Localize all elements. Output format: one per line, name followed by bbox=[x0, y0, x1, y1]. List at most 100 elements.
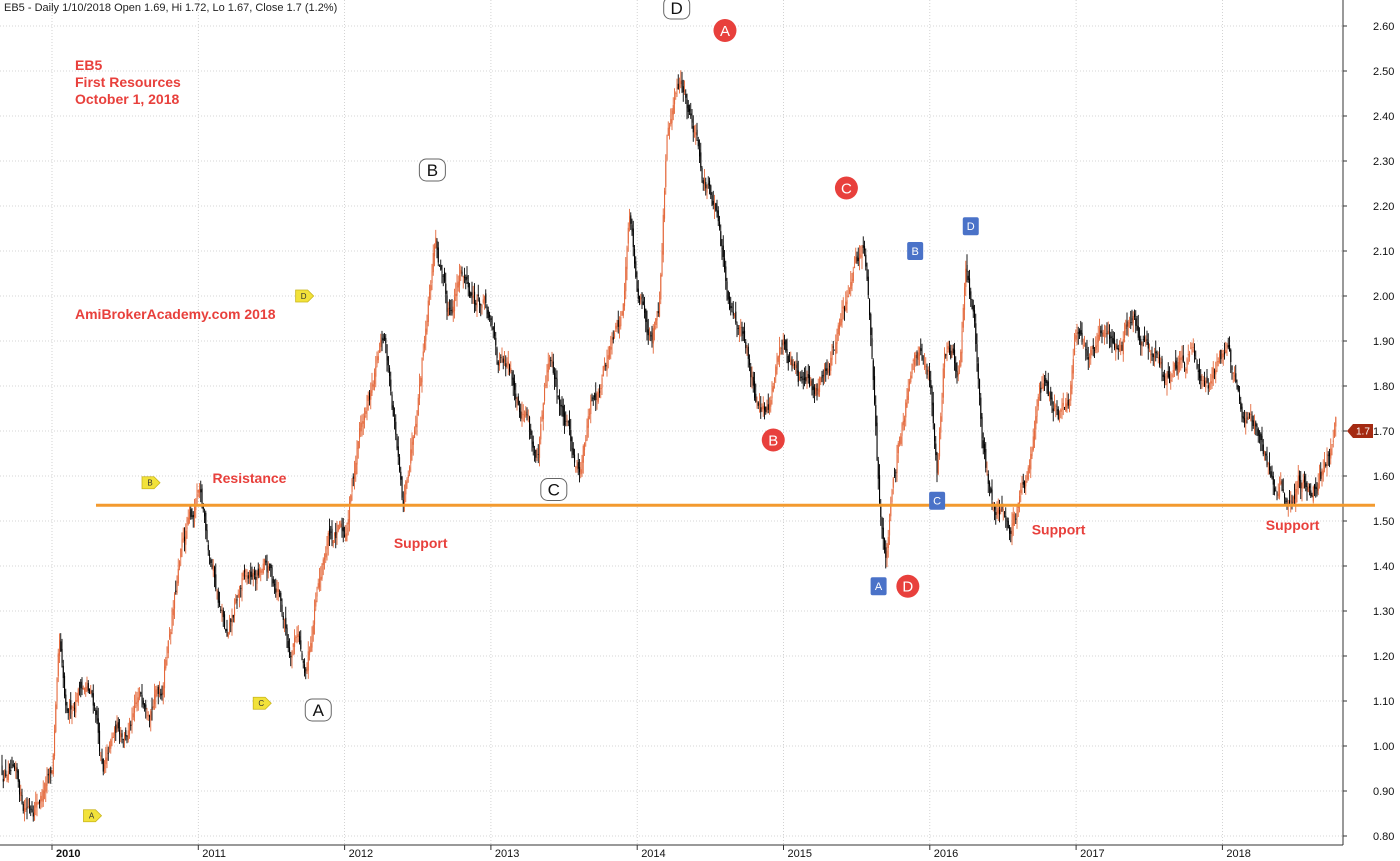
candle-body bbox=[106, 749, 108, 761]
marker-shape bbox=[295, 289, 315, 303]
candle-body bbox=[737, 327, 739, 330]
candle-body bbox=[991, 489, 993, 500]
candle-body bbox=[546, 370, 548, 388]
candle-body bbox=[939, 432, 941, 457]
candle-body bbox=[1300, 480, 1302, 489]
candle-body bbox=[766, 407, 768, 413]
candle-body bbox=[640, 297, 642, 300]
candle-body bbox=[899, 439, 901, 444]
candle-body bbox=[1055, 405, 1057, 407]
candle-body bbox=[237, 593, 239, 598]
candle-body bbox=[371, 382, 373, 393]
y-tick-label: 0.90 bbox=[1373, 786, 1394, 798]
candle-body bbox=[375, 366, 377, 377]
candle-body bbox=[989, 482, 991, 487]
candle-body bbox=[314, 609, 316, 625]
candle-body bbox=[400, 471, 402, 480]
candle-body bbox=[626, 247, 628, 270]
marker-shape bbox=[761, 428, 785, 452]
candle-body bbox=[154, 694, 156, 705]
candle-body bbox=[984, 444, 986, 453]
candle-body bbox=[259, 568, 261, 577]
candle-body bbox=[685, 93, 687, 98]
candle-body bbox=[620, 316, 622, 327]
candle-body bbox=[345, 533, 347, 542]
candle-body bbox=[722, 245, 724, 257]
candle-body bbox=[281, 604, 283, 612]
candle-body bbox=[777, 356, 779, 362]
candle-body bbox=[1087, 357, 1089, 360]
candle-body bbox=[454, 297, 456, 312]
x-tick-label: 2012 bbox=[349, 848, 373, 860]
candle-body bbox=[301, 653, 303, 660]
candle-body bbox=[297, 634, 299, 638]
candle-body bbox=[1051, 397, 1053, 405]
candle-body bbox=[720, 231, 722, 247]
candle-body bbox=[459, 274, 461, 286]
candle-body bbox=[1047, 381, 1049, 397]
candle-body bbox=[679, 85, 681, 87]
candle-body bbox=[1141, 342, 1143, 346]
candle-body bbox=[1212, 367, 1214, 379]
candle-body bbox=[817, 388, 819, 395]
candle-body bbox=[726, 281, 728, 291]
candle-body bbox=[846, 300, 848, 305]
candle-body bbox=[222, 609, 224, 618]
candle-body bbox=[115, 724, 117, 733]
candle-body bbox=[851, 279, 853, 286]
candle-body bbox=[39, 799, 41, 804]
candle-body bbox=[1167, 370, 1169, 378]
candle-body bbox=[864, 246, 866, 251]
candle-body bbox=[592, 397, 594, 399]
x-tick-label: 2016 bbox=[934, 848, 958, 860]
candle-body bbox=[595, 393, 597, 401]
candle-body bbox=[69, 704, 71, 716]
candle-body bbox=[406, 479, 408, 484]
candle-body bbox=[1290, 500, 1292, 502]
candle-body bbox=[1280, 481, 1282, 485]
candle-body bbox=[126, 735, 128, 738]
candle-body bbox=[952, 348, 954, 354]
candle-body bbox=[854, 266, 856, 269]
candle-body bbox=[91, 690, 93, 696]
candle-body bbox=[1086, 350, 1088, 357]
candle-body bbox=[1040, 387, 1042, 393]
candle-body bbox=[499, 360, 501, 366]
candle-body bbox=[1127, 321, 1129, 327]
candle-body bbox=[796, 362, 798, 373]
candle-body bbox=[997, 507, 999, 514]
candle-body bbox=[1190, 347, 1192, 349]
candle-body bbox=[676, 87, 678, 90]
candle-body bbox=[119, 730, 121, 735]
candle-body bbox=[274, 584, 276, 586]
candle-body bbox=[697, 140, 699, 147]
candle-body bbox=[545, 384, 547, 386]
candle-body bbox=[1034, 430, 1036, 441]
candle-body bbox=[527, 415, 529, 417]
candle-body bbox=[586, 425, 588, 441]
x-tick-label: 2013 bbox=[495, 848, 519, 860]
candle-body bbox=[932, 402, 934, 424]
candle-body bbox=[760, 407, 762, 413]
candle-body bbox=[1105, 333, 1107, 335]
candle-body bbox=[550, 360, 552, 361]
candle-body bbox=[1071, 370, 1073, 389]
candle-body bbox=[554, 373, 556, 379]
candle-body bbox=[537, 454, 539, 455]
candle-body bbox=[1137, 325, 1139, 338]
candle-body bbox=[364, 415, 366, 420]
grid bbox=[0, 0, 1343, 845]
candle-body bbox=[949, 347, 951, 353]
candle-body bbox=[105, 757, 107, 765]
candle-body bbox=[246, 572, 248, 575]
candle-body bbox=[925, 366, 927, 368]
marker-label: D bbox=[902, 579, 913, 596]
candle-body bbox=[44, 791, 46, 793]
candle-body bbox=[242, 572, 244, 577]
candle-body bbox=[1251, 415, 1253, 422]
marker-label: D bbox=[967, 221, 975, 233]
candle-body bbox=[456, 283, 458, 297]
candle-body bbox=[31, 809, 33, 813]
candle-body bbox=[564, 412, 566, 426]
candle-body bbox=[929, 370, 931, 382]
